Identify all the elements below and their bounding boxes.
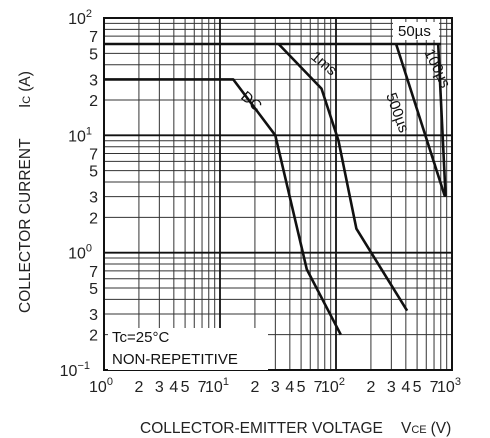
series-line-1 xyxy=(277,43,409,312)
y-tick-label-6: 7 xyxy=(89,147,98,164)
y-tick-label-14: 2 xyxy=(89,328,98,345)
label-background-50us xyxy=(393,22,439,40)
x-tick-label-14: 3 xyxy=(387,379,396,396)
x-axis-symbol-sub: CE xyxy=(411,424,426,436)
y-tick-label-13: 3 xyxy=(89,307,98,324)
x-tick-label-11: 7 xyxy=(314,379,323,396)
series-group xyxy=(104,42,447,336)
x-tick-label-5: 7 xyxy=(198,379,207,396)
y-tick-label-12: 5 xyxy=(89,281,98,298)
x-tick-label-16: 5 xyxy=(413,379,422,396)
y-axis-unit: (A) xyxy=(17,71,34,92)
x-tick-label-10: 5 xyxy=(297,379,306,396)
series-line-2 xyxy=(394,43,447,198)
y-axis-symbol-sub: C xyxy=(21,96,33,104)
x-tick-label-3: 4 xyxy=(169,379,178,396)
x-tick-label-6: 101 xyxy=(205,376,229,396)
y-tick-label-7: 5 xyxy=(89,164,98,181)
curve-label-50us: 50µs xyxy=(398,23,431,40)
y-axis-symbol: IC (A) xyxy=(17,71,34,108)
annotation-background xyxy=(108,328,268,370)
x-tick-label-1: 2 xyxy=(134,379,143,396)
y-tick-label-0: 102 xyxy=(68,8,92,28)
y-tick-label-2: 5 xyxy=(89,46,98,63)
x-axis-symbol-main: V xyxy=(401,420,412,437)
y-axis-symbol-main: I xyxy=(17,104,34,108)
y-tick-label-10: 100 xyxy=(68,243,92,263)
y-tick-label-8: 3 xyxy=(89,190,98,207)
x-tick-label-9: 4 xyxy=(285,379,294,396)
y-tick-label-11: 7 xyxy=(89,264,98,281)
annotation-temperature: Tc=25°C xyxy=(112,329,169,346)
x-tick-label-13: 2 xyxy=(366,379,375,396)
grid xyxy=(103,17,453,371)
x-tick-label-0: 100 xyxy=(89,376,113,396)
y-tick-label-9: 2 xyxy=(89,210,98,227)
y-tick-label-3: 3 xyxy=(89,72,98,89)
series-line-0 xyxy=(104,78,342,336)
x-tick-label-8: 3 xyxy=(271,379,280,396)
series-line-3 xyxy=(436,43,447,197)
y-tick-label-5: 101 xyxy=(68,125,92,145)
x-tick-label-17: 7 xyxy=(430,379,439,396)
x-tick-label-2: 3 xyxy=(155,379,164,396)
x-axis-unit: (V) xyxy=(431,420,452,437)
x-axis-title: COLLECTOR-EMITTER VOLTAGE xyxy=(140,420,383,437)
y-tick-label-15: 10−1 xyxy=(60,360,90,380)
x-axis-symbol: VCE (V) xyxy=(401,420,451,437)
x-tick-label-12: 102 xyxy=(321,376,345,396)
annotation-non-repetitive: NON-REPETITIVE xyxy=(112,351,238,368)
y-tick-label-1: 7 xyxy=(89,29,98,46)
plot-frame xyxy=(103,17,453,371)
x-tick-label-15: 4 xyxy=(401,379,410,396)
x-tick-label-7: 2 xyxy=(250,379,259,396)
y-tick-label-4: 2 xyxy=(89,93,98,110)
x-tick-label-18: 103 xyxy=(437,376,461,396)
x-tick-label-4: 5 xyxy=(181,379,190,396)
y-axis-title: COLLECTOR CURRENT xyxy=(17,138,34,313)
